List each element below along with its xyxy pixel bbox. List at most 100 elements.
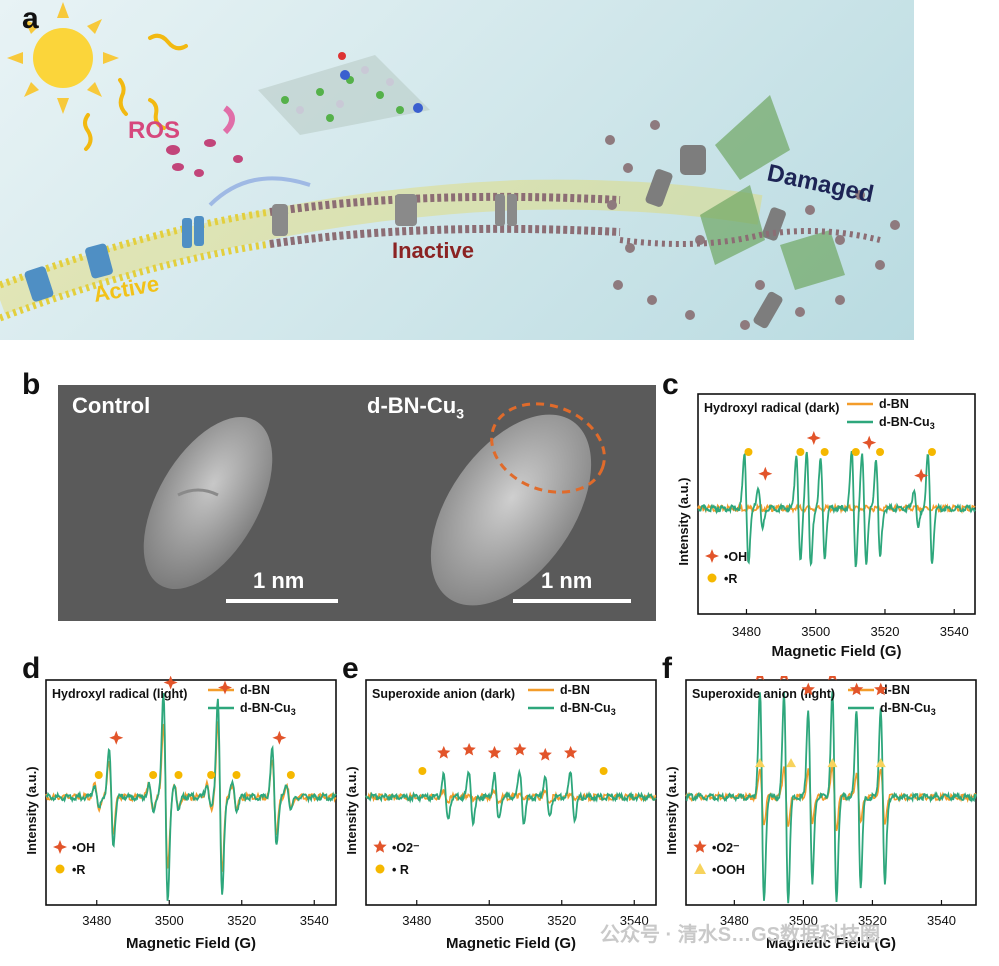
marker-legend-label: •R: [724, 572, 737, 586]
ooh-marker: [786, 758, 797, 768]
o2-marker: [538, 747, 552, 761]
schematic-panel: ROS Active Inact: [0, 0, 914, 340]
o2-marker: [801, 682, 815, 696]
plot-frame: [365, 679, 657, 906]
marker-legend-symbol: [373, 840, 387, 853]
watermark-text: 公众号 · 清水S…GS数据科技圈: [600, 924, 881, 946]
oh-marker: [272, 730, 287, 745]
nanosheet-icon: [258, 52, 430, 135]
x-axis-label: Magnetic Field (G): [771, 643, 901, 660]
x-tick-label: 3500: [801, 624, 830, 639]
treated-title: d-BN-Cu3: [367, 393, 464, 422]
legend-label: d-BN-Cu3: [879, 415, 935, 431]
marker-legend-label: • R: [392, 863, 409, 877]
oh-marker: [806, 430, 821, 445]
inactive-channel-icons: [272, 194, 517, 236]
x-tick-label: 3500: [475, 913, 504, 928]
panel-c-label: c: [662, 368, 679, 401]
marker-legend-label: •O2⁻: [392, 841, 420, 855]
x-tick-label: 3520: [871, 624, 900, 639]
marker-legend-symbol: [375, 864, 385, 874]
r-marker: [599, 767, 608, 775]
r-marker: [876, 448, 885, 456]
damaged-region: [605, 95, 900, 330]
sem-control-image: Control 1 nm: [58, 385, 361, 621]
oh-marker: [163, 676, 178, 690]
panel-f-label: f: [662, 652, 672, 685]
panel-b-label: b: [22, 368, 41, 401]
x-tick-label: 3520: [858, 913, 887, 928]
sem-treated-image: d-BN-Cu3 1 nm: [353, 385, 656, 621]
o2-marker: [462, 742, 476, 756]
light-ray-icons: [83, 33, 188, 151]
legend-label: d-BN-Cu3: [240, 701, 296, 717]
y-axis-label: Intensity (a.u.): [344, 766, 359, 854]
x-tick-label: 3480: [720, 913, 749, 928]
oh-marker: [862, 435, 877, 450]
x-tick-label: 3540: [927, 913, 956, 928]
treated-scale-label: 1 nm: [541, 568, 593, 593]
x-axis-label: Magnetic Field (G): [766, 935, 896, 952]
panel-d-label: d: [22, 652, 41, 685]
active-membrane-top: [0, 208, 271, 289]
active-membrane-bottom: [0, 240, 271, 322]
x-tick-label: 3520: [547, 913, 576, 928]
o2-marker: [828, 676, 837, 681]
r-marker: [149, 771, 158, 779]
o2-marker: [780, 676, 789, 681]
r-marker: [927, 448, 936, 456]
control-scale-bar: [226, 599, 338, 603]
r-marker: [418, 767, 427, 775]
r-marker: [207, 771, 216, 779]
marker-legend-symbol: [707, 573, 717, 583]
series-line-d-bn-cu3: [365, 768, 657, 828]
r-marker: [286, 771, 295, 779]
marker-legend-symbol: [705, 549, 719, 563]
legend-label: d-BN-Cu3: [560, 701, 616, 717]
o2-marker: [487, 745, 502, 759]
o2-marker: [850, 682, 864, 696]
sun-icon: [7, 2, 119, 114]
marker-legend-label: •R: [72, 863, 85, 877]
x-tick-label: 3480: [82, 913, 111, 928]
o2-marker: [874, 682, 888, 696]
o2-marker: [755, 676, 765, 681]
transfer-arrow-icon: [208, 176, 311, 207]
cycle-arrow-icon: [222, 105, 235, 135]
legend-label: d-BN: [560, 683, 590, 697]
control-scale-label: 1 nm: [253, 568, 305, 593]
chart-title: Hydroxyl radical (light): [52, 687, 187, 701]
marker-legend-symbol: [53, 840, 67, 854]
marker-legend-symbol: [694, 863, 706, 874]
panel-e-label: e: [342, 652, 359, 685]
series-line-d-bn-cu3: [697, 450, 976, 568]
series-line-d-bn-cu3: [685, 691, 977, 904]
panel-a-label: a: [22, 2, 39, 35]
x-tick-label: 3520: [227, 913, 256, 928]
r-marker: [232, 771, 241, 779]
ros-particles: [166, 139, 243, 177]
chart-d: 3480 3500 3520 3540 Intensity (a.u.) Magnetic…: [24, 676, 337, 952]
r-marker: [94, 771, 103, 779]
o2-marker: [564, 745, 578, 759]
active-channel-icons: [24, 216, 204, 302]
y-axis-label: Intensity (a.u.): [664, 766, 679, 854]
oh-marker: [758, 466, 773, 481]
control-cell-illustration: [143, 417, 273, 589]
x-tick-label: 3540: [940, 624, 969, 639]
marker-legend-symbol: [693, 840, 707, 853]
o2-marker: [513, 742, 527, 756]
y-axis-label: Intensity (a.u.): [676, 478, 691, 566]
marker-legend-label: •OH: [724, 550, 747, 564]
ooh-marker: [875, 758, 886, 768]
x-axis-label: Magnetic Field (G): [446, 935, 576, 952]
ooh-marker: [827, 758, 838, 768]
o2-marker: [437, 745, 451, 759]
highlight-ellipse: [490, 402, 606, 494]
marker-legend-label: •O2⁻: [712, 841, 740, 855]
x-tick-label: 3540: [300, 913, 329, 928]
damaged-label: Damaged: [765, 159, 876, 208]
oh-marker: [218, 680, 232, 695]
schematic-illustration: ROS Active Inact: [0, 2, 900, 330]
inactive-membrane-top: [269, 192, 621, 216]
